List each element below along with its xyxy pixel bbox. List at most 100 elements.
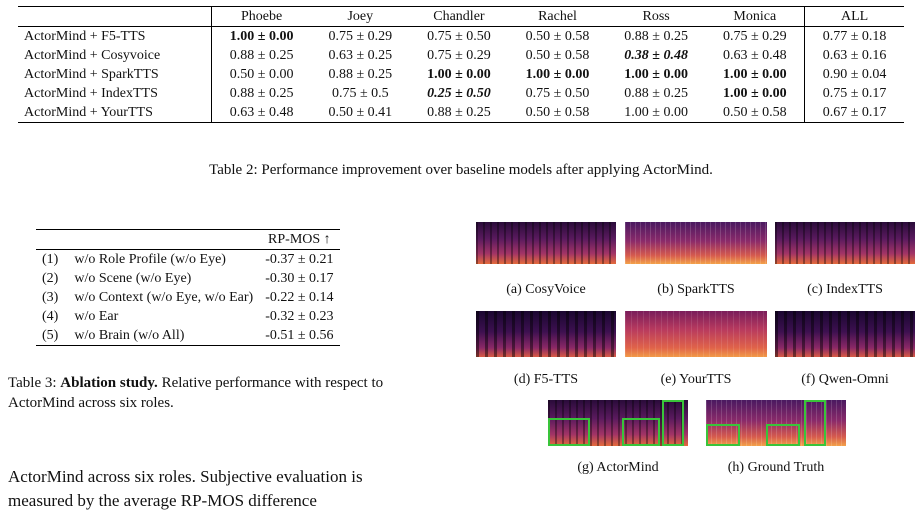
model-name: ActorMind + Cosyvoice xyxy=(18,46,213,65)
model-name: ActorMind + SparkTTS xyxy=(18,65,213,84)
table-row: (4) w/o Ear -0.32 ± 0.23 xyxy=(36,307,340,326)
table-cell: 0.50 ± 0.58 xyxy=(525,29,590,44)
table-cell: 0.75 ± 0.50 xyxy=(525,86,590,101)
panel-caption-f: (f) Qwen-Omni xyxy=(801,372,889,387)
col-header-all: ALL xyxy=(804,6,904,27)
table-cell: 0.77 ± 0.18 xyxy=(804,26,904,46)
table-cell: 0.75 ± 0.5 xyxy=(331,86,389,101)
panel-caption-g: (g) ActorMind xyxy=(577,460,659,475)
col-header: Phoebe xyxy=(211,6,311,27)
table-cell: 1.00 ± 0.00 xyxy=(624,67,688,82)
table-3-caption: Table 3: Ablation study. Relative perfor… xyxy=(8,373,388,413)
table-cell: 0.50 ± 0.00 xyxy=(229,67,294,82)
table-cell: 0.50 ± 0.58 xyxy=(705,103,805,123)
table-row: (3) w/o Context (w/o Eye, w/o Ear) -0.22 ±… xyxy=(36,288,340,307)
table-2-caption: Table 2: Performance improvement over ba… xyxy=(209,162,713,178)
highlight-box xyxy=(706,424,740,446)
table-cell: 0.75 ± 0.29 xyxy=(427,48,491,63)
model-name: ActorMind + YourTTS xyxy=(18,103,213,123)
table-cell: 0.75 ± 0.17 xyxy=(804,84,904,103)
table-cell: 0.88 ± 0.25 xyxy=(328,67,393,82)
highlight-box xyxy=(662,400,684,446)
col-header-rp-mos: RP-MOS ↑ xyxy=(259,229,340,250)
col-header: Rachel xyxy=(508,6,607,27)
caption-prefix: Table 3: xyxy=(8,375,57,391)
table-3: RP-MOS ↑ (1) w/o Role Profile (w/o Eye) -0… xyxy=(36,229,340,346)
model-name: ActorMind + IndexTTS xyxy=(18,84,213,103)
table-cell: 0.50 ± 0.58 xyxy=(508,103,607,123)
col-header: Ross xyxy=(606,6,706,27)
table-cell: 0.88 ± 0.25 xyxy=(409,103,509,123)
table-cell: 0.75 ± 0.50 xyxy=(427,29,491,44)
spectrogram-qwen-omni xyxy=(775,311,915,357)
table-row: ActorMind + SparkTTS 0.50 ± 0.00 0.88 ± 0.… xyxy=(18,65,904,84)
row-number: (4) xyxy=(42,309,59,324)
ablation-label: w/o Role Profile (w/o Eye) xyxy=(74,252,226,267)
table-row: (1) w/o Role Profile (w/o Eye) -0.37 ± 0.2… xyxy=(36,250,340,270)
spectrogram-actormind xyxy=(548,400,688,446)
panel-caption-h: (h) Ground Truth xyxy=(727,460,825,475)
spectrogram-cosyvoice xyxy=(476,222,616,264)
table-cell: 0.88 ± 0.25 xyxy=(624,86,688,101)
table-cell: 0.88 ± 0.25 xyxy=(229,48,294,63)
rp-mos-value: -0.51 ± 0.56 xyxy=(259,326,340,346)
caption-rest: Relative performance with respect to Act… xyxy=(8,375,384,411)
table-cell: 0.50 ± 0.41 xyxy=(311,103,410,123)
highlight-box xyxy=(548,418,590,446)
table-cell: 0.75 ± 0.29 xyxy=(328,29,393,44)
ablation-label: w/o Brain (w/o All) xyxy=(68,326,260,346)
highlight-box xyxy=(804,400,826,446)
table-cell: 0.50 ± 0.58 xyxy=(525,48,590,63)
ablation-label: w/o Ear xyxy=(74,309,119,324)
table-cell: 0.88 ± 0.25 xyxy=(624,29,688,44)
table-row: ActorMind + Cosyvoice 0.88 ± 0.25 0.63 ± 0… xyxy=(18,46,904,65)
panel-caption-e: (e) YourTTS xyxy=(660,372,732,387)
table-cell: 1.00 ± 0.00 xyxy=(722,67,787,82)
table-cell: 0.90 ± 0.04 xyxy=(804,65,904,84)
table-cell: 0.25 ± 0.50 xyxy=(427,86,491,101)
row-number: (2) xyxy=(42,271,59,286)
table-cell: 1.00 ± 0.00 xyxy=(722,86,787,101)
body-paragraph: ActorMind across six roles. Subjective e… xyxy=(8,467,363,510)
table-3-corner xyxy=(68,229,260,250)
panel-caption-c: (c) IndexTTS xyxy=(807,282,883,297)
panel-caption-a: (a) CosyVoice xyxy=(506,282,586,297)
spectrogram-ground-truth xyxy=(706,400,846,446)
table-cell: 0.38 ± 0.48 xyxy=(624,48,688,63)
col-header: Chandler xyxy=(409,6,509,27)
row-number: (5) xyxy=(36,326,69,346)
ablation-label: w/o Scene (w/o Eye) xyxy=(74,271,192,286)
table-2-corner xyxy=(18,6,213,27)
table-cell: 1.00 ± 0.00 xyxy=(606,103,706,123)
rp-mos-value: -0.30 ± 0.17 xyxy=(265,271,334,286)
table-cell: 1.00 ± 0.00 xyxy=(427,67,491,82)
table-cell: 1.00 ± 0.00 xyxy=(229,29,294,44)
table-cell: 0.75 ± 0.29 xyxy=(722,29,787,44)
spectrogram-sparktts xyxy=(625,222,767,264)
table-cell: 0.63 ± 0.25 xyxy=(328,48,393,63)
table-row: ActorMind + IndexTTS 0.88 ± 0.25 0.75 ± 0.… xyxy=(18,84,904,103)
row-number: (1) xyxy=(42,252,59,267)
caption-bold: Ablation study. xyxy=(60,375,158,391)
spectrogram-yourtts xyxy=(625,311,767,357)
row-number: (3) xyxy=(42,290,59,305)
spectrogram-indextts xyxy=(775,222,915,264)
ablation-label: w/o Context (w/o Eye, w/o Ear) xyxy=(74,290,254,305)
col-header: Joey xyxy=(311,6,410,27)
panel-caption-d: (d) F5-TTS xyxy=(513,372,579,387)
rp-mos-value: -0.22 ± 0.14 xyxy=(265,290,334,305)
table-row: ActorMind + YourTTS 0.63 ± 0.48 0.50 ± 0.4… xyxy=(18,103,904,123)
table-cell: 0.63 ± 0.16 xyxy=(804,46,904,65)
model-name: ActorMind + F5-TTS xyxy=(18,26,213,46)
table-3-header-row: RP-MOS ↑ xyxy=(36,229,340,250)
table-cell: 0.63 ± 0.48 xyxy=(722,48,787,63)
rp-mos-value: -0.32 ± 0.23 xyxy=(265,309,334,324)
col-header: Monica xyxy=(705,6,805,27)
table-cell: 0.67 ± 0.17 xyxy=(804,103,904,123)
spectrogram-f5-tts xyxy=(476,311,616,357)
table-cell: 0.88 ± 0.25 xyxy=(229,86,294,101)
highlight-box xyxy=(766,424,800,446)
table-row: ActorMind + F5-TTS 1.00 ± 0.00 0.75 ± 0.29… xyxy=(18,26,904,46)
table-3-corner xyxy=(36,229,69,250)
highlight-box xyxy=(622,418,660,446)
